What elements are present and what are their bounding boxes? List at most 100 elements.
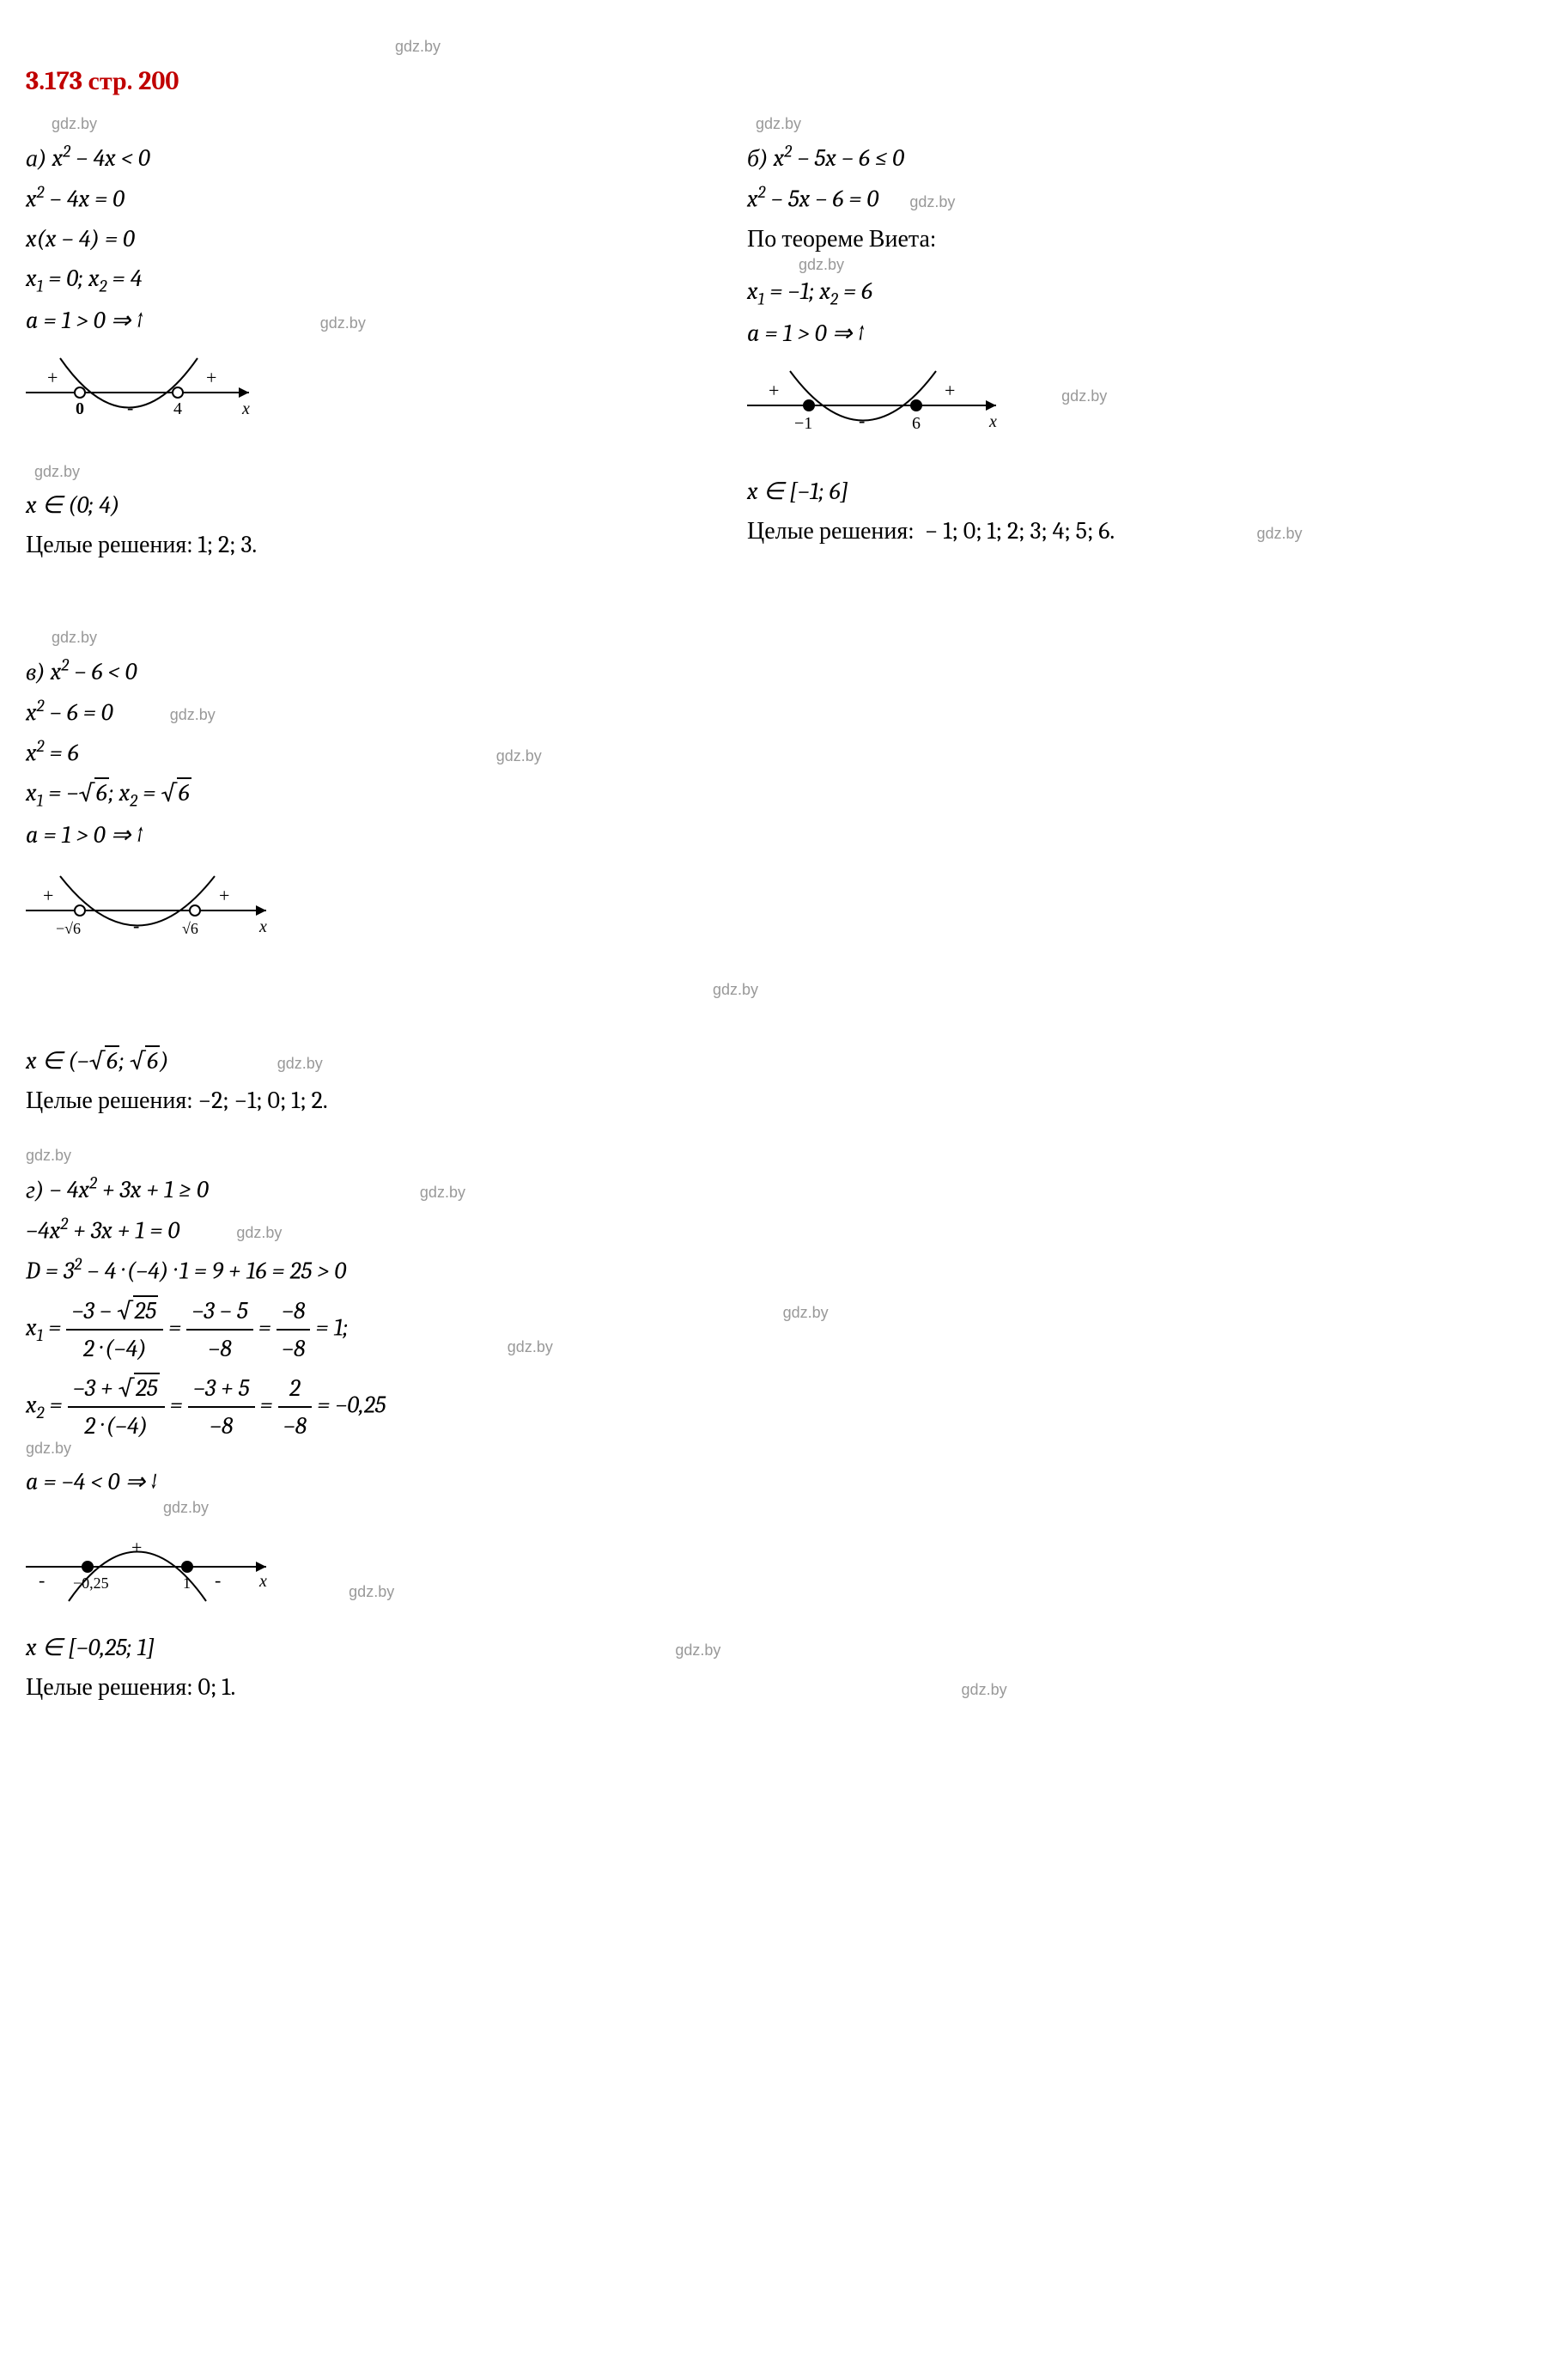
x1-num1: −3 − 25 [66, 1293, 163, 1331]
integers-a: Целые решения: 1; 2; 3. [26, 527, 678, 563]
x2-den1: 2 · (−4) [68, 1408, 165, 1444]
watermark: gdz.by [52, 113, 678, 136]
svg-text:-: - [859, 410, 865, 431]
watermark: gdz.by [962, 1678, 1007, 1702]
interval-b: x ∈ [−1; 6] [747, 473, 1434, 509]
watermark: gdz.by [496, 745, 542, 768]
roots-a: x1 = 0; x2 = 4 [26, 260, 678, 299]
watermark: gdz.by [420, 1181, 465, 1204]
svg-text:4: 4 [173, 399, 182, 418]
label: г) [26, 1176, 44, 1203]
svg-text:6: 6 [912, 414, 921, 433]
svg-text:−√6: −√6 [56, 920, 81, 937]
integers-c: Целые решения: −2; −1; 0; 1; 2. [26, 1082, 799, 1118]
factored-a: x(x − 4) = 0 [26, 221, 678, 257]
watermark: gdz.by [26, 1144, 1228, 1167]
x1-num2: −3 − 5 [186, 1293, 252, 1331]
watermark: gdz.by [783, 1301, 829, 1325]
x2-num1: −3 + 25 [68, 1370, 165, 1408]
row-ab: gdz.by а) x2 − 4x < 0 x2 − 4x = 0 x(x − … [26, 109, 1542, 592]
expr: x2 − 5x − 6 ≤ 0 [774, 144, 904, 172]
interval-c: x ∈ (−6; 6) gdz.by [26, 1043, 799, 1079]
svg-text:+: + [47, 367, 58, 388]
watermark: gdz.by [277, 1052, 323, 1075]
expr: − 4x2 + 3x + 1 ≥ 0 [50, 1176, 209, 1203]
x2-res: = −0,25 [317, 1391, 386, 1418]
x2-den3: −8 [278, 1408, 312, 1444]
ineq-d: г) − 4x2 + 3x + 1 ≥ 0 gdz.by [26, 1171, 1228, 1208]
svg-text:-: - [133, 915, 139, 936]
svg-text:x: x [258, 917, 267, 936]
problem-a: gdz.by а) x2 − 4x < 0 x2 − 4x = 0 x(x − … [26, 109, 678, 566]
x2-num2: −3 + 5 [188, 1370, 255, 1408]
svg-text:1: 1 [183, 1574, 191, 1592]
ineq-c: в) x2 − 6 < 0 [26, 653, 799, 690]
ineq-a: а) x2 − 4x < 0 [26, 139, 678, 176]
eq-c: x2 − 6 = 0 gdz.by [26, 693, 799, 730]
ineq-b: б) x2 − 5x − 6 ≤ 0 [747, 139, 1434, 176]
svg-text:+: + [219, 885, 229, 906]
label: в) [26, 658, 46, 685]
watermark: gdz.by [349, 1580, 394, 1604]
eq-a: x2 − 4x = 0 [26, 180, 678, 216]
graph-c: + + - −√6 √6 x [26, 863, 292, 968]
svg-text:-: - [39, 1569, 45, 1591]
expr: x2 − 4x < 0 [52, 144, 150, 172]
expr: x2 − 6 < 0 [51, 658, 137, 685]
watermark: gdz.by [1257, 522, 1303, 545]
roots-c: x1 = −6; x2 = 6 [26, 775, 799, 813]
svg-text:+: + [945, 380, 955, 401]
svg-text:+: + [131, 1537, 142, 1558]
coeff-c: a = 1 > 0 ⇒ ↑ [26, 817, 799, 853]
coeff-b: a = 1 > 0 ⇒ ↑ [747, 315, 1434, 351]
x2-num3: 2 [278, 1370, 312, 1408]
x1-res: = 1; [316, 1313, 349, 1341]
svg-text:+: + [43, 885, 53, 906]
graph-a: + + - 0 4 x [26, 345, 678, 450]
eq-d: −4x2 + 3x + 1 = 0 gdz.by [26, 1211, 1228, 1248]
svg-text:-: - [215, 1569, 221, 1591]
problem-b: gdz.by б) x2 − 5x − 6 ≤ 0 x2 − 5x − 6 = … [747, 109, 1434, 566]
watermark: gdz.by [163, 1496, 1228, 1520]
sq-c: x2 = 6 gdz.by [26, 734, 799, 770]
disc-d: D = 32 − 4 · (−4) · 1 = 9 + 16 = 25 > 0 [26, 1252, 1228, 1288]
x1-d: x1 = −3 − 25 2 · (−4) = −3 − 5 −8 = −8 −… [26, 1293, 1228, 1367]
watermark: gdz.by [507, 1336, 553, 1359]
roots-b: x1 = −1; x2 = 6 [747, 273, 1434, 312]
svg-text:x: x [241, 399, 250, 418]
coeff-a: a = 1 > 0 ⇒ ↑ gdz.by [26, 302, 678, 338]
watermark: gdz.by [713, 978, 758, 1002]
svg-text:0: 0 [76, 399, 84, 418]
page-title: 3.173 стр. 200 [26, 62, 1542, 100]
svg-text:x: x [988, 412, 997, 431]
watermark: gdz.by [395, 35, 441, 58]
label: а) [26, 144, 46, 172]
watermark: gdz.by [52, 626, 799, 649]
problem-d: gdz.by г) − 4x2 + 3x + 1 ≥ 0 gdz.by −4x2… [26, 1144, 1228, 1705]
coeff-d: a = −4 < 0 ⇒ ↓ [26, 1464, 1228, 1500]
integers-d: Целые решения: 0; 1. gdz.by [26, 1669, 1228, 1705]
svg-text:-: - [127, 397, 133, 418]
eq-b: x2 − 5x − 6 = 0 gdz.by [747, 180, 1434, 216]
watermark: gdz.by [756, 113, 1434, 136]
graph-b: + + - −1 6 x gdz.by [747, 358, 1434, 463]
svg-text:√6: √6 [182, 920, 198, 937]
label: б) [747, 144, 769, 172]
svg-text:x: x [258, 1572, 267, 1591]
watermark: gdz.by [909, 191, 955, 214]
x2-den2: −8 [188, 1408, 255, 1444]
watermark: gdz.by [320, 312, 366, 335]
svg-text:+: + [206, 367, 216, 388]
watermark: gdz.by [34, 460, 678, 484]
graph-d: - - + −0,25 1 x gdz.by [26, 1520, 394, 1616]
problem-c: gdz.by в) x2 − 6 < 0 x2 − 6 = 0 gdz.by x… [26, 626, 799, 1118]
x2-d: x2 = −3 + 25 2 · (−4) = −3 + 5 −8 = 2 −8… [26, 1370, 1228, 1444]
x1-den2: −8 [186, 1331, 252, 1367]
watermark: gdz.by [170, 703, 216, 727]
integers-b: Целые решения: − 1; 0; 1; 2; 3; 4; 5; 6.… [747, 513, 1434, 549]
interval-d: x ∈ [−0,25; 1] gdz.by [26, 1629, 1228, 1666]
x1-den3: −8 [277, 1331, 310, 1367]
watermark: gdz.by [675, 1639, 720, 1662]
vieta-b: По теореме Виета: [747, 221, 1434, 257]
svg-text:+: + [769, 380, 779, 401]
